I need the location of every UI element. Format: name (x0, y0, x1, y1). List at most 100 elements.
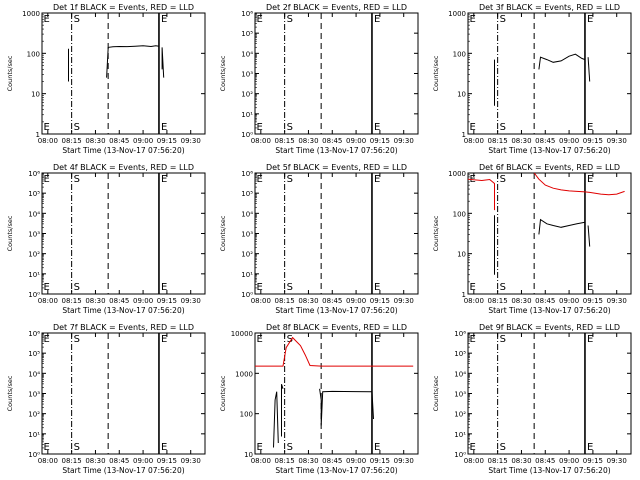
events-series-line (281, 384, 284, 437)
y-tick-label: 10⁴ (28, 370, 40, 378)
y-tick-label: 1000 (448, 10, 466, 18)
y-tick-label: 10³ (454, 391, 466, 399)
y-tick-label: 10² (28, 251, 40, 259)
marker-label-top: E (256, 14, 262, 25)
x-tick-label: 08:00 (464, 297, 484, 305)
events-series-line (161, 47, 165, 78)
y-tick-label: 10⁰ (28, 291, 40, 299)
marker-label: S (287, 442, 293, 453)
x-tick-label: 08:00 (38, 137, 58, 145)
marker-label: E (587, 442, 593, 453)
x-tick-label: 08:45 (535, 457, 555, 465)
x-tick-label: 08:30 (511, 137, 531, 145)
marker-label-top: E (469, 334, 475, 345)
chart-svg: Det 7f BLACK = Events, RED = LLD 10⁰ 10¹ 10… (6, 323, 206, 475)
events-series-line (587, 225, 591, 247)
y-tick-label: 1 (36, 131, 40, 139)
plot-frame (254, 12, 419, 135)
plot-frame (467, 12, 632, 135)
marker-label-top: E (161, 14, 167, 25)
x-tick-label: 09:00 (559, 137, 579, 145)
y-axis-label: Counts/sec (6, 55, 14, 91)
chart-svg: Det 6f BLACK = Events, RED = LLD 1 10 100 10… (432, 163, 632, 315)
x-tick-label: 09:00 (559, 297, 579, 305)
marker-label: E (256, 442, 262, 453)
detector-chart-9: Det 9f BLACK = Events, RED = LLD 10⁰ 10¹ 10… (426, 320, 639, 480)
y-tick-label: 100 (453, 50, 466, 58)
marker-label-top: S (287, 334, 293, 345)
chart-title: Det 7f BLACK = Events, RED = LLD (53, 323, 194, 332)
y-tick-label: 10⁵ (28, 190, 40, 198)
y-tick-label: 10⁶ (454, 330, 466, 338)
series-group (494, 53, 591, 106)
plot-frame (254, 172, 419, 295)
x-tick-label: 08:15 (62, 297, 82, 305)
detector-chart-7: Det 7f BLACK = Events, RED = LLD 10⁰ 10¹ 10… (0, 320, 213, 480)
x-tick-label: 09:00 (346, 297, 366, 305)
x-tick-label: 09:30 (607, 297, 627, 305)
marker-label-top: E (161, 334, 167, 345)
marker-label: E (256, 122, 262, 133)
marker-label-top: E (43, 334, 49, 345)
x-tick-label: 09:00 (133, 457, 153, 465)
chart-title: Det 4f BLACK = Events, RED = LLD (53, 163, 194, 172)
x-tick-label: 08:15 (275, 457, 295, 465)
chart-svg: Det 4f BLACK = Events, RED = LLD 10⁰ 10¹ 10… (6, 163, 206, 315)
x-tick-label: 09:30 (181, 137, 201, 145)
plot-frame (41, 12, 206, 135)
y-tick-label: 10⁰ (454, 451, 466, 459)
y-tick-label: 10² (454, 411, 466, 419)
marker-label-top: E (256, 174, 262, 185)
y-tick-label: 10 (31, 91, 40, 99)
x-tick-label: 08:00 (38, 457, 58, 465)
chart-title: Det 6f BLACK = Events, RED = LLD (479, 163, 620, 172)
x-tick-label: 09:15 (157, 457, 177, 465)
detector-chart-6: Det 6f BLACK = Events, RED = LLD 1 10 100 10… (426, 160, 639, 320)
x-tick-label: 08:15 (62, 457, 82, 465)
events-series-line (106, 45, 160, 78)
chart-svg: Det 9f BLACK = Events, RED = LLD 10⁰ 10¹ 10… (432, 323, 632, 475)
marker-label-top: E (587, 174, 593, 185)
x-tick-label: 09:00 (346, 137, 366, 145)
marker-label: S (287, 282, 293, 293)
lld-series-line (255, 336, 414, 367)
y-axis-label: Counts/sec (219, 375, 227, 411)
y-tick-label: 10⁴ (241, 50, 253, 58)
lld-series-line (468, 178, 495, 211)
x-tick-label: 09:15 (583, 297, 603, 305)
x-axis-label: Start Time (13-Nov-17 07:56:20) (275, 306, 397, 315)
marker-label: S (74, 282, 80, 293)
x-tick-label: 08:00 (251, 457, 271, 465)
y-tick-label: 100 (27, 50, 40, 58)
x-tick-label: 09:30 (181, 457, 201, 465)
x-tick-label: 09:15 (370, 297, 390, 305)
y-tick-label: 10 (457, 91, 466, 99)
marker-label: E (43, 442, 49, 453)
events-series-line (538, 53, 586, 70)
detector-chart-1: Det 1f BLACK = Events, RED = LLD 1 10 100 10… (0, 0, 213, 160)
marker-label: E (374, 282, 380, 293)
x-tick-label: 09:00 (133, 137, 153, 145)
plot-frame (254, 332, 419, 455)
y-tick-label: 10⁵ (241, 190, 253, 198)
chart-title: Det 3f BLACK = Events, RED = LLD (479, 3, 620, 12)
chart-svg: Det 2f BLACK = Events, RED = LLD 10⁰ 10¹ 10… (219, 3, 419, 155)
detector-chart-2: Det 2f BLACK = Events, RED = LLD 10⁰ 10¹ 10… (213, 0, 426, 160)
x-tick-label: 09:30 (607, 457, 627, 465)
y-tick-label: 10⁵ (454, 350, 466, 358)
x-tick-label: 09:30 (607, 137, 627, 145)
x-tick-label: 08:15 (488, 137, 508, 145)
y-tick-label: 10³ (241, 71, 253, 79)
x-tick-label: 08:15 (275, 137, 295, 145)
marker-label-top: E (43, 174, 49, 185)
marker-label: E (374, 122, 380, 133)
marker-label: E (469, 282, 475, 293)
chart-title: Det 1f BLACK = Events, RED = LLD (53, 3, 194, 12)
y-tick-label: 1000 (235, 370, 253, 378)
y-axis-label: Counts/sec (6, 215, 14, 251)
marker-label-top: E (587, 14, 593, 25)
x-tick-label: 09:30 (394, 137, 414, 145)
marker-label: E (43, 282, 49, 293)
y-axis-label: Counts/sec (6, 375, 14, 411)
detector-chart-8: Det 8f BLACK = Events, RED = LLD 10 100 100… (213, 320, 426, 480)
